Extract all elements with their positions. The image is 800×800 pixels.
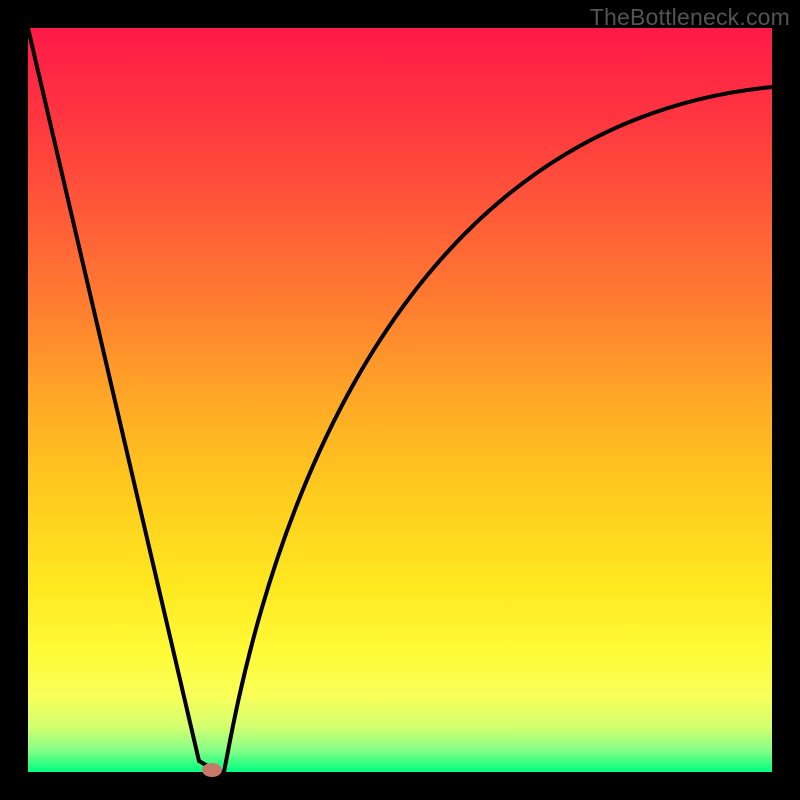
bottleneck-chart	[0, 0, 800, 800]
chart-container: TheBottleneck.com	[0, 0, 800, 800]
optimum-marker	[202, 763, 222, 777]
watermark-text: TheBottleneck.com	[590, 4, 790, 31]
plot-background	[28, 28, 772, 772]
